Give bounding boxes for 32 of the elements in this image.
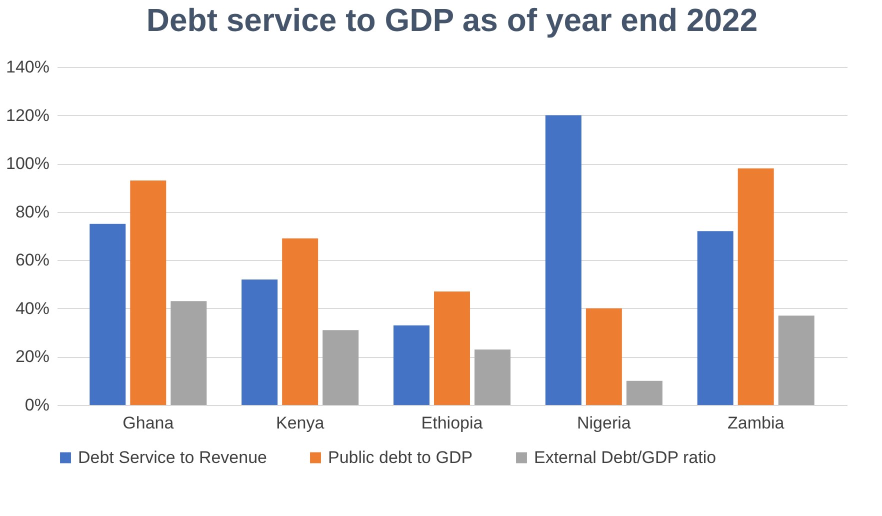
y-tick-label: 60%: [15, 250, 50, 270]
y-tick-label: 80%: [15, 202, 50, 222]
bar: [738, 168, 774, 405]
bar: [322, 330, 359, 405]
bar: [586, 308, 622, 405]
y-tick-label: 20%: [15, 347, 50, 366]
bar: [90, 224, 126, 405]
bar: [242, 279, 278, 405]
legend-label: External Debt/GDP ratio: [534, 448, 716, 467]
x-tick-label: Ghana: [122, 414, 174, 432]
bar: [474, 349, 511, 405]
bar: [130, 180, 166, 405]
bar: [626, 380, 662, 405]
y-tick-label: 100%: [6, 154, 50, 174]
y-tick-label: 40%: [15, 298, 50, 318]
x-tick-label: Kenya: [276, 414, 325, 432]
bar: [697, 231, 734, 405]
bar: [545, 115, 582, 405]
bar: [778, 316, 814, 405]
y-tick-label: 120%: [6, 106, 50, 125]
x-tick-label: Zambia: [728, 414, 785, 432]
bar: [170, 301, 207, 405]
chart-title: Debt service to GDP as of year end 2022: [146, 2, 758, 38]
bar: [282, 238, 318, 405]
y-tick-label: 0%: [24, 396, 50, 414]
legend-label: Public debt to GDP: [328, 448, 473, 467]
x-tick-label: Nigeria: [576, 414, 632, 432]
legend-label: Debt Service to Revenue: [78, 448, 267, 467]
bar: [393, 325, 430, 405]
y-tick-label: 140%: [6, 58, 50, 76]
x-tick-label: Ethiopia: [421, 414, 484, 432]
bar: [434, 292, 470, 405]
